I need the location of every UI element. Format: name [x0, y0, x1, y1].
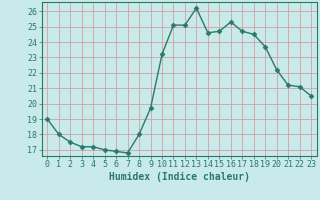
X-axis label: Humidex (Indice chaleur): Humidex (Indice chaleur): [109, 172, 250, 182]
